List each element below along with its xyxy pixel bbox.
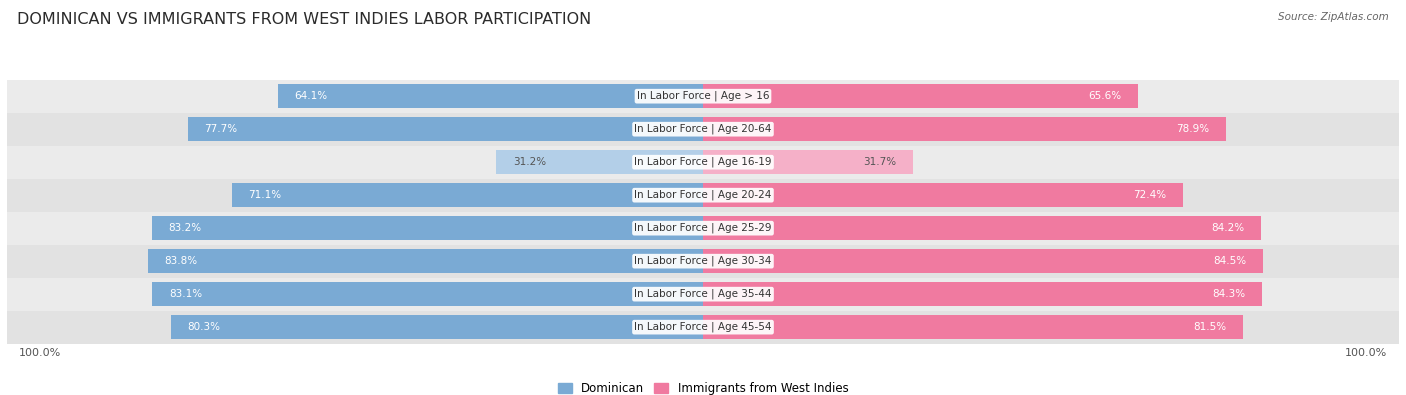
Bar bbox=[703, 84, 1137, 108]
Bar bbox=[703, 183, 1182, 207]
Bar bbox=[7, 212, 1399, 245]
Text: 84.3%: 84.3% bbox=[1212, 289, 1246, 299]
Text: In Labor Force | Age 16-19: In Labor Force | Age 16-19 bbox=[634, 157, 772, 167]
Bar bbox=[7, 113, 1399, 146]
Text: 83.1%: 83.1% bbox=[169, 289, 202, 299]
Text: 72.4%: 72.4% bbox=[1133, 190, 1167, 200]
Bar bbox=[703, 249, 1263, 273]
Text: In Labor Force | Age 30-34: In Labor Force | Age 30-34 bbox=[634, 256, 772, 266]
Text: 64.1%: 64.1% bbox=[295, 91, 328, 101]
Text: In Labor Force | Age 20-64: In Labor Force | Age 20-64 bbox=[634, 124, 772, 134]
Text: 31.7%: 31.7% bbox=[863, 157, 897, 167]
Text: 84.5%: 84.5% bbox=[1213, 256, 1247, 266]
Bar bbox=[152, 216, 703, 240]
Text: In Labor Force | Age 35-44: In Labor Force | Age 35-44 bbox=[634, 289, 772, 299]
Text: 71.1%: 71.1% bbox=[249, 190, 281, 200]
Text: In Labor Force | Age > 16: In Labor Force | Age > 16 bbox=[637, 91, 769, 102]
Bar bbox=[7, 146, 1399, 179]
Text: Source: ZipAtlas.com: Source: ZipAtlas.com bbox=[1278, 12, 1389, 22]
Bar bbox=[188, 117, 703, 141]
Text: 83.2%: 83.2% bbox=[169, 223, 201, 233]
Text: DOMINICAN VS IMMIGRANTS FROM WEST INDIES LABOR PARTICIPATION: DOMINICAN VS IMMIGRANTS FROM WEST INDIES… bbox=[17, 12, 591, 27]
Bar bbox=[170, 315, 703, 339]
Bar bbox=[232, 183, 703, 207]
Bar bbox=[703, 117, 1226, 141]
Bar bbox=[148, 249, 703, 273]
Bar bbox=[7, 179, 1399, 212]
Bar bbox=[7, 80, 1399, 113]
Bar bbox=[7, 310, 1399, 344]
Text: 81.5%: 81.5% bbox=[1194, 322, 1226, 332]
Text: 80.3%: 80.3% bbox=[187, 322, 221, 332]
Text: 31.2%: 31.2% bbox=[513, 157, 546, 167]
Bar bbox=[278, 84, 703, 108]
Bar bbox=[703, 282, 1261, 306]
Text: In Labor Force | Age 25-29: In Labor Force | Age 25-29 bbox=[634, 223, 772, 233]
Bar bbox=[703, 315, 1243, 339]
Text: In Labor Force | Age 20-24: In Labor Force | Age 20-24 bbox=[634, 190, 772, 200]
Text: 77.7%: 77.7% bbox=[204, 124, 238, 134]
Text: 84.2%: 84.2% bbox=[1212, 223, 1244, 233]
Bar bbox=[703, 216, 1261, 240]
Bar bbox=[496, 150, 703, 174]
Text: 78.9%: 78.9% bbox=[1177, 124, 1209, 134]
Text: In Labor Force | Age 45-54: In Labor Force | Age 45-54 bbox=[634, 322, 772, 333]
Text: 83.8%: 83.8% bbox=[165, 256, 197, 266]
Bar bbox=[152, 282, 703, 306]
Text: 65.6%: 65.6% bbox=[1088, 91, 1121, 101]
Bar bbox=[703, 150, 912, 174]
Bar bbox=[7, 245, 1399, 278]
Bar bbox=[7, 278, 1399, 310]
Legend: Dominican, Immigrants from West Indies: Dominican, Immigrants from West Indies bbox=[553, 377, 853, 395]
